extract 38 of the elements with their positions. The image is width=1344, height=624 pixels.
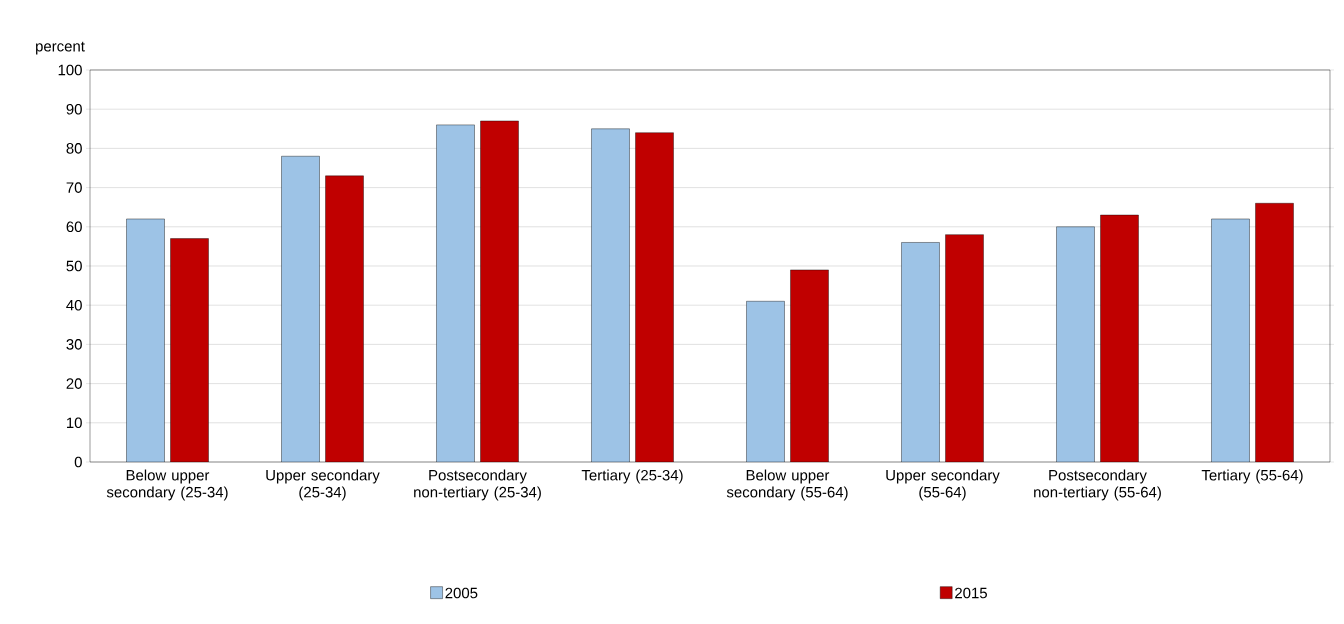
y-tick-label: 100 [58,64,82,76]
bar [126,218,165,462]
bar [945,234,984,462]
bar [281,156,320,462]
x-tick-label: Below upper secondary (25-34) [106,469,228,501]
y-tick-label: 90 [66,103,82,115]
bar [901,242,940,462]
legend-label: 2015 [955,587,987,599]
bar [746,301,785,462]
y-tick-label: 20 [66,378,82,389]
y-tick-label: 0 [74,456,82,468]
bar [591,128,630,462]
y-tick-label: 30 [66,339,82,350]
bar [635,132,674,462]
y-tick-label: 40 [66,299,82,311]
bar [1100,214,1139,462]
bar [790,269,829,462]
x-tick-label: Postsecondary non-tertiary (55-64) [1034,469,1161,501]
bar [480,120,519,462]
bar [1056,226,1095,462]
y-tick-label: 50 [66,260,82,272]
bar [170,238,209,462]
y-tick-label: 70 [66,182,82,193]
x-tick-label: Tertiary (55-64) [1201,469,1303,484]
x-tick-label: Upper secondary (55-64) [886,469,1000,501]
bar [436,124,475,462]
y-tick-label: 10 [67,417,82,429]
x-tick-label: Tertiary (25-34) [581,469,683,484]
y-tick-label: 60 [66,221,82,233]
y-axis-title: percent [36,41,85,55]
bar [325,175,364,462]
legend-label: 2005 [445,587,478,599]
x-tick-label: Below upper secondary (55-64) [726,469,848,501]
x-tick-label: Postsecondary non-tertiary (25-34) [414,469,541,501]
bar [1211,218,1250,462]
y-tick-label: 80 [66,143,82,154]
x-tick-label: Upper secondary (25-34) [266,469,380,501]
bar [1255,203,1294,462]
